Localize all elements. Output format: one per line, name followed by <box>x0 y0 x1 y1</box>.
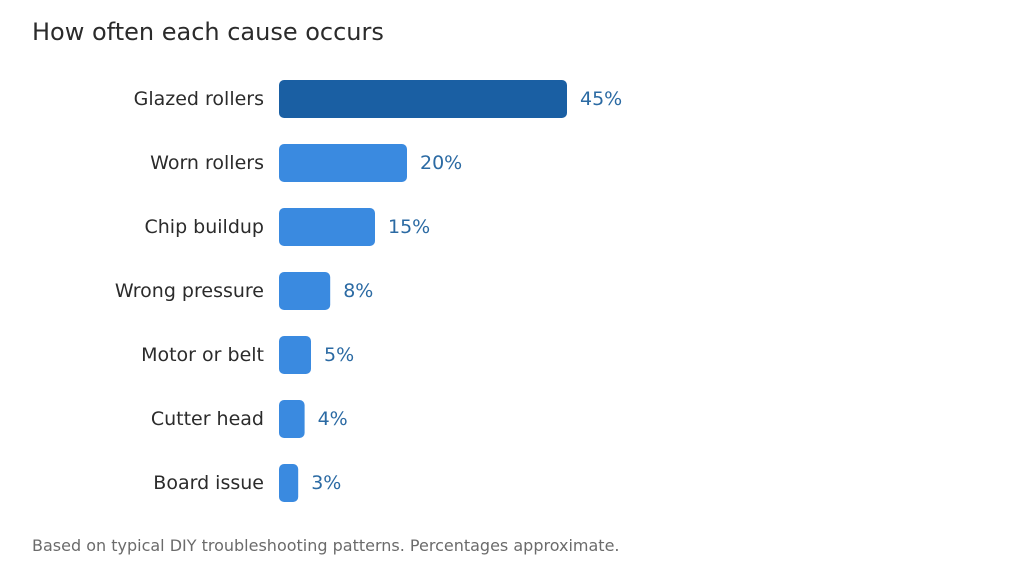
bar-row: Glazed rollers 45% <box>134 80 622 118</box>
bar-row: Board issue 3% <box>153 464 341 502</box>
category-label: Cutter head <box>151 408 264 430</box>
value-label: 15% <box>388 216 430 238</box>
bar-row: Worn rollers 20% <box>150 144 462 182</box>
bar-row: Cutter head 4% <box>151 400 348 438</box>
value-label: 8% <box>343 280 373 302</box>
category-label: Worn rollers <box>150 152 264 174</box>
bar-row: Wrong pressure 8% <box>115 272 373 310</box>
value-label: 4% <box>318 408 348 430</box>
bar-row: Motor or belt 5% <box>141 336 354 374</box>
value-label: 5% <box>324 344 354 366</box>
bar <box>279 208 375 246</box>
bar <box>279 336 311 374</box>
category-label: Wrong pressure <box>115 280 264 302</box>
category-label: Glazed rollers <box>134 88 264 110</box>
chart-footnote: Based on typical DIY troubleshooting pat… <box>32 536 620 555</box>
category-label: Motor or belt <box>141 344 264 366</box>
value-label: 20% <box>420 152 462 174</box>
value-label: 3% <box>311 472 341 494</box>
bar-row: Chip buildup 15% <box>144 208 430 246</box>
bar <box>279 272 331 310</box>
bar <box>279 400 305 438</box>
value-label: 45% <box>580 88 622 110</box>
chart-title: How often each cause occurs <box>32 18 384 46</box>
category-label: Chip buildup <box>144 216 264 238</box>
bar <box>279 464 299 502</box>
bar <box>279 144 407 182</box>
bar <box>279 80 567 118</box>
category-label: Board issue <box>153 472 264 494</box>
